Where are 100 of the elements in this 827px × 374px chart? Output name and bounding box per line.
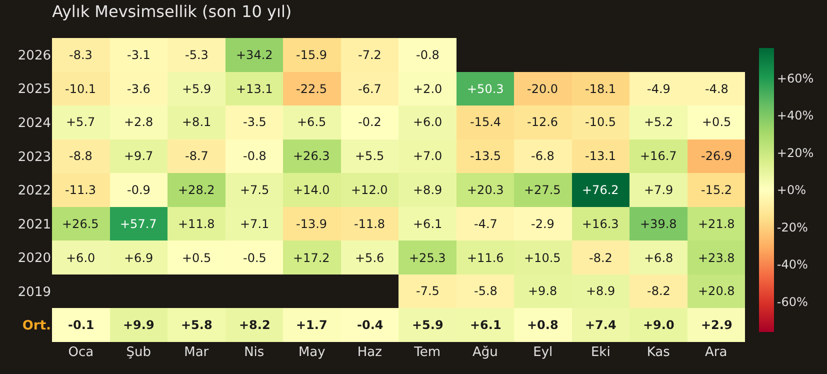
data-label: +21.8 [698, 217, 735, 231]
data-label: +27.5 [524, 183, 561, 197]
data-label: +57.7 [120, 217, 157, 231]
data-label: -7.5 [416, 284, 440, 298]
x-tick-label: Ara [705, 345, 728, 360]
y-tick-label: Ort. [22, 318, 51, 334]
data-label: +6.5 [297, 115, 326, 129]
data-label: -3.1 [127, 48, 150, 62]
x-tick-label: Tem [413, 345, 441, 360]
data-label: +8.1 [182, 115, 212, 129]
x-tick-label: Nis [244, 345, 264, 360]
data-label: +0.5 [702, 115, 732, 129]
chart-title: Aylık Mevsimsellik (son 10 yıl) [52, 2, 292, 21]
data-label: +34.2 [236, 48, 273, 62]
data-label: -15.2 [701, 183, 732, 197]
data-label: +5.6 [355, 251, 384, 265]
data-label: -20.0 [527, 82, 558, 96]
data-label: -0.5 [243, 251, 266, 265]
x-tick-label: Eyl [533, 345, 553, 360]
data-label: -6.8 [531, 149, 554, 163]
color-bar-label: -40% [776, 258, 808, 272]
data-label: +0.8 [527, 318, 558, 332]
y-tick-label: 2019 [18, 284, 51, 300]
data-label: +26.3 [293, 149, 330, 163]
y-tick-label: 2022 [18, 184, 51, 199]
data-label: +6.0 [413, 115, 442, 129]
data-label: +6.8 [644, 251, 674, 265]
data-label: +6.9 [124, 251, 154, 265]
data-label: -10.5 [585, 115, 616, 129]
x-tick-label: Haz [357, 345, 382, 360]
data-label: -7.2 [358, 48, 382, 62]
data-label: +5.2 [644, 115, 674, 129]
color-bar-label: -60% [776, 295, 808, 310]
data-label: +16.7 [640, 149, 677, 163]
data-label: +13.1 [236, 82, 273, 96]
data-label: -2.9 [531, 217, 554, 231]
color-bar-label: -20% [776, 220, 808, 234]
data-label: -10.1 [65, 82, 96, 96]
data-label: -8.2 [647, 284, 670, 298]
data-label: -15.4 [470, 115, 502, 129]
x-tick-label: Ağu [472, 345, 498, 360]
data-label: +8.9 [413, 183, 442, 197]
data-label: -8.3 [69, 48, 92, 62]
data-label: -0.4 [357, 318, 384, 332]
data-label: +25.3 [409, 251, 446, 265]
data-label: +7.0 [413, 149, 442, 163]
data-label: +16.3 [582, 217, 619, 231]
data-label: -6.7 [358, 82, 382, 96]
data-label: +76.2 [582, 183, 619, 197]
data-label: +23.8 [698, 251, 735, 265]
data-label: +6.1 [470, 318, 502, 332]
data-label: +12.0 [351, 183, 388, 197]
x-tick-label: Kas [646, 345, 670, 360]
data-label: -22.5 [296, 82, 328, 96]
data-label: +17.2 [293, 251, 330, 265]
data-label: +7.1 [240, 217, 270, 231]
color-bar-label: +60% [776, 71, 814, 86]
data-label: -18.1 [585, 82, 616, 96]
data-label: +50.3 [467, 82, 504, 96]
data-label: +39.8 [640, 217, 677, 231]
data-label: -4.9 [647, 82, 670, 96]
y-tick-label: 2025 [18, 82, 51, 98]
data-label: -4.8 [705, 82, 728, 96]
y-tick-label: 2024 [18, 116, 51, 131]
data-label: -15.9 [296, 48, 328, 62]
data-label: -11.3 [65, 183, 96, 197]
data-label: +11.6 [467, 251, 504, 265]
data-label: -5.3 [185, 48, 208, 62]
data-label: -13.9 [296, 217, 328, 231]
data-label: +7.9 [644, 183, 674, 197]
data-label: +2.8 [124, 115, 154, 129]
data-label: -0.8 [243, 149, 266, 163]
data-label: +20.3 [467, 183, 504, 197]
data-label: -8.8 [69, 149, 92, 163]
data-label: -3.6 [127, 82, 150, 96]
y-tick-label: 2026 [18, 48, 51, 64]
data-label: +6.1 [413, 217, 442, 231]
color-bar-label: +20% [776, 146, 814, 160]
y-tick-label: 2020 [18, 251, 51, 266]
data-label: +26.5 [62, 217, 99, 231]
data-label: +5.9 [182, 82, 212, 96]
x-tick-label: May [298, 345, 326, 360]
data-label: +7.4 [585, 318, 616, 332]
x-tick-label: Şub [126, 345, 152, 360]
data-label: -13.1 [585, 149, 616, 163]
color-bar-label: +40% [776, 108, 814, 123]
data-label: +8.9 [586, 284, 616, 298]
data-label: +2.0 [413, 82, 442, 96]
data-label: -8.2 [589, 251, 612, 265]
data-label: +9.0 [643, 318, 674, 332]
x-tick-label: Oca [68, 345, 94, 360]
data-label: +9.9 [123, 318, 154, 332]
data-label: +9.8 [528, 284, 558, 298]
data-label: +14.0 [293, 183, 330, 197]
data-label: -26.9 [701, 149, 732, 163]
data-label: +5.7 [66, 115, 96, 129]
data-label: -5.8 [474, 284, 498, 298]
data-label: -0.9 [127, 183, 150, 197]
data-label: +5.8 [181, 318, 212, 332]
data-label: +10.5 [524, 251, 561, 265]
